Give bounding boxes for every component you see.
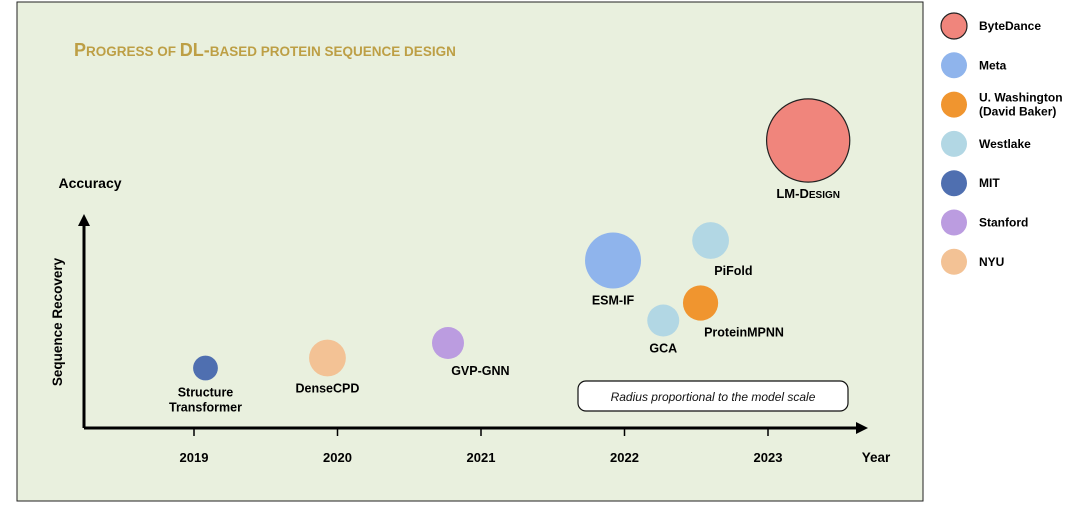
y-axis-arrow: [78, 214, 90, 226]
model-label: ESM-IF: [592, 294, 635, 308]
x-tick-label: 2019: [180, 450, 209, 465]
scale-note-box: [577, 380, 849, 412]
chart-title: PROGRESS OF DL-BASED PROTEIN SEQUENCE DE…: [74, 40, 456, 60]
legend-label: U. Washington (David Baker): [979, 91, 1063, 119]
model-bubble: [585, 232, 642, 289]
model-point: GCA: [647, 304, 680, 356]
x-axis-arrow: [856, 422, 868, 434]
y-axis-label: Sequence Recovery: [50, 257, 65, 386]
model-label: GVP-GNN: [451, 364, 509, 378]
model-label: DenseCPD: [295, 381, 359, 395]
chart-axes: 2019 2020 2021 2022 2023 Year Accuracy Sequence…: [50, 175, 891, 465]
legend-swatch: [941, 170, 967, 197]
legend-swatch: [941, 91, 967, 118]
legend-label: NYU: [979, 255, 1004, 269]
y-axis-title: Accuracy: [58, 175, 121, 191]
model-bubble: [431, 327, 464, 359]
model-point: ProteinMPNN: [682, 285, 784, 340]
x-tick-label: 2023: [754, 450, 783, 465]
model-point: Structure Transformer: [169, 355, 242, 414]
model-point: DenseCPD: [295, 339, 359, 395]
legend-swatch: [941, 209, 967, 236]
model-point: GVP-GNN: [431, 327, 510, 378]
chart-panel: [16, 1, 924, 502]
x-axis-label: Year: [862, 450, 891, 465]
legend-label: Westlake: [979, 137, 1031, 151]
model-bubble: [309, 339, 346, 377]
legend-label: Stanford: [979, 216, 1028, 230]
model-bubble: [682, 285, 719, 321]
legend-swatch: [941, 130, 967, 157]
model-label: PiFold: [714, 264, 752, 278]
scale-note-text: Radius proportional to the model scale: [611, 390, 816, 404]
model-bubble: [692, 222, 729, 259]
x-tick-label: 2022: [610, 450, 639, 465]
legend-label: MIT: [979, 176, 1000, 190]
model-point: LM-DESIGN: [765, 98, 851, 201]
legend-item: ByteDance: [940, 12, 1041, 40]
legend-label: Meta: [979, 58, 1007, 72]
model-label: GCA: [649, 342, 677, 356]
model-label: Structure Transformer: [169, 385, 242, 414]
model-label: ProteinMPNN: [704, 326, 784, 340]
model-bubble: [193, 355, 218, 381]
legend-swatch: [940, 12, 968, 40]
legend-swatch: [941, 52, 967, 79]
legend-item: Stanford: [941, 209, 1028, 236]
bubble-series: Structure Transformer DenseCPD GVP-GNN ESM-I…: [169, 98, 851, 414]
legend-item: U. Washington (David Baker): [941, 91, 1063, 119]
legend-label: ByteDance: [979, 19, 1041, 33]
legend-swatch: [941, 248, 967, 275]
model-bubble: [647, 304, 680, 337]
legend-item: NYU: [941, 248, 1004, 275]
model-label: LM-DESIGN: [776, 186, 840, 201]
x-tick-label: 2020: [323, 450, 352, 465]
legend-item: Meta: [941, 52, 1007, 79]
legend: ByteDance Meta U. Washington (David Baker) W…: [940, 12, 1063, 275]
scale-note: Radius proportional to the model scale: [577, 380, 849, 412]
legend-item: MIT: [941, 170, 1000, 197]
x-tick-label: 2021: [467, 450, 496, 465]
model-bubble: [765, 98, 851, 183]
legend-item: Westlake: [941, 130, 1031, 157]
model-point: PiFold: [692, 222, 752, 278]
model-point: ESM-IF: [585, 232, 642, 308]
